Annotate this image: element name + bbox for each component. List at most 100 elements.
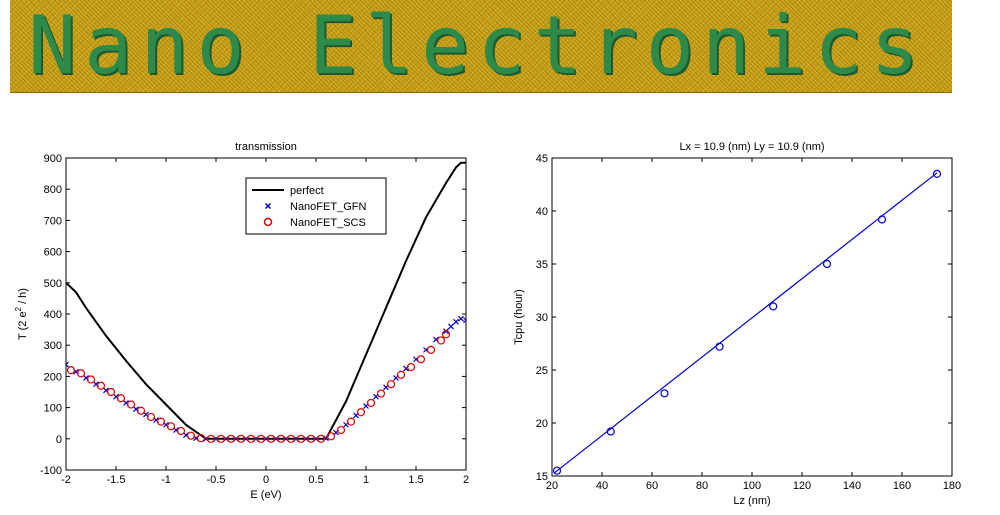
transmission-series-nanofet-scs-point xyxy=(96,381,106,390)
transmission-xlabel: E (eV) xyxy=(250,489,281,501)
transmission-ylabel: T (2 e2 / h) xyxy=(14,288,29,340)
transmission-series-nanofet-scs-point xyxy=(416,355,426,364)
transmission-ytick-label: 0 xyxy=(56,434,62,446)
transmission-series-nanofet-scs-point xyxy=(306,434,316,443)
transmission-series-nanofet-scs-point xyxy=(396,370,406,379)
tcpu-series-1-point xyxy=(606,427,615,436)
transmission-ytick-label: 700 xyxy=(44,215,62,227)
transmission-ytick-label: 300 xyxy=(44,340,62,352)
transmission-xtick-label: -1 xyxy=(161,474,171,486)
transmission-xtick-label: 0 xyxy=(263,474,269,486)
transmission-series-nanofet-scs-point xyxy=(366,398,376,408)
transmission-series-nanofet-scs-point xyxy=(66,366,76,375)
tcpu-series-1-point xyxy=(932,169,942,179)
transmission-legend-item-nanofet-gfn-label: NanoFET_GFN xyxy=(290,201,366,213)
transmission-series-nanofet-scs-point xyxy=(326,432,336,441)
tcpu-xtick-label: 80 xyxy=(696,480,708,492)
tcpu-ytick-label: 40 xyxy=(536,206,548,218)
transmission-series-nanofet-scs-point xyxy=(266,434,276,443)
transmission-series-nanofet-scs-point xyxy=(406,362,416,372)
tcpu-xtick-label: 60 xyxy=(646,480,658,492)
transmission-series-nanofet-scs-point xyxy=(276,434,286,443)
transmission-series-nanofet-scs-point xyxy=(206,434,216,443)
tcpu-ytick-label: 30 xyxy=(536,312,548,324)
tcpu-xtick-label: 100 xyxy=(743,480,761,492)
transmission-xtick-label: 2 xyxy=(463,474,469,486)
transmission-series-nanofet-scs-point xyxy=(441,330,451,339)
transmission-series-nanofet-scs-point xyxy=(176,426,186,436)
tcpu-series-1-point xyxy=(552,466,562,475)
transmission-series-nanofet-scs-point xyxy=(76,369,86,378)
transmission-series-nanofet-scs-point xyxy=(166,422,176,431)
tcpu-xtick-label: 40 xyxy=(596,480,608,492)
tcpu-series-1-point xyxy=(660,389,669,398)
transmission-series-nanofet-scs-point xyxy=(86,375,96,384)
tcpu-series-0-line xyxy=(554,172,938,474)
transmission-series-nanofet-scs-point xyxy=(336,425,346,435)
transmission-legend-item-perfect-label: perfect xyxy=(290,185,324,197)
tcpu-series-1-point xyxy=(715,342,724,351)
transmission-series-nanofet-scs-point xyxy=(376,389,386,398)
transmission-series-nanofet-scs-point xyxy=(136,406,146,415)
transmission-series-nanofet-scs-point xyxy=(296,434,306,443)
transmission-chart: -2 -1.5 -1 -0.5 0 0.5 1 1.5 2 -100 0 100 200 300 400 50… xyxy=(14,141,469,501)
transmission-series-nanofet-gfn-point xyxy=(463,317,466,324)
tcpu-xtick-label: 160 xyxy=(893,480,911,492)
transmission-series-nanofet-scs-point xyxy=(116,394,126,403)
banner: Nano Electronics xyxy=(10,0,952,93)
transmission-xtick-label: -2 xyxy=(61,474,71,486)
transmission-ylabel-prefix: T (2 e xyxy=(17,311,29,340)
tcpu-ylabel: Tcpu (hour) xyxy=(513,289,525,345)
tcpu-xlabel: Lz (nm) xyxy=(733,495,770,507)
tcpu-series-1-point xyxy=(877,215,887,224)
transmission-series-nanofet-gfn-point xyxy=(453,318,459,325)
tcpu-ytick-label: 20 xyxy=(536,418,548,430)
transmission-ytick-label: -100 xyxy=(40,465,62,477)
transmission-ytick-label: 100 xyxy=(44,403,62,415)
transmission-series-nanofet-scs-point xyxy=(356,408,366,417)
tcpu-plot-area xyxy=(552,169,942,475)
transmission-ytick-label: 600 xyxy=(44,247,62,259)
transmission-title: transmission xyxy=(235,141,297,153)
transmission-plot-area xyxy=(66,161,466,443)
transmission-xtick-label: -0.5 xyxy=(207,474,226,486)
transmission-series-nanofet-scs-point xyxy=(286,434,296,443)
tcpu-xtick-label: 180 xyxy=(943,480,961,492)
transmission-series-nanofet-gfn-point xyxy=(66,361,69,368)
tcpu-xtick-label: 120 xyxy=(793,480,811,492)
transmission-series-nanofet-scs-point xyxy=(436,336,446,345)
transmission-xtick-label: 0.5 xyxy=(308,474,323,486)
transmission-series-nanofet-scs-point xyxy=(186,431,196,440)
transmission-series-nanofet-gfn-point xyxy=(448,323,454,330)
banner-title: Nano Electronics xyxy=(28,0,927,92)
transmission-xtick-label: -1.5 xyxy=(107,474,126,486)
transmission-ytick-label: 200 xyxy=(44,371,62,383)
tcpu-title: Lx = 10.9 (nm) Ly = 10.9 (nm) xyxy=(679,141,824,153)
transmission-legend-item-nanofet-gfn-swatch xyxy=(264,202,272,210)
tcpu-series-1-point xyxy=(822,259,832,269)
transmission-series-nanofet-scs-point xyxy=(226,434,236,443)
transmission-legend: perfect NanoFET_GFN NanoFET_SCS xyxy=(245,177,387,235)
tcpu-ytick-label: 35 xyxy=(536,259,548,271)
transmission-ytick-label: 500 xyxy=(44,278,62,290)
transmission-series-nanofet-scs-point xyxy=(146,412,156,422)
transmission-xtick-label: 1.5 xyxy=(408,474,423,486)
tcpu-xtick-label: 140 xyxy=(843,480,861,492)
transmission-series-nanofet-scs-point xyxy=(216,434,226,443)
transmission-series-nanofet-scs-point xyxy=(426,345,436,354)
transmission-series-nanofet-scs-point xyxy=(386,380,396,389)
tcpu-ytick-label: 15 xyxy=(536,471,548,483)
transmission-series-nanofet-scs-point xyxy=(256,434,266,443)
transmission-series-nanofet-scs-point xyxy=(196,434,206,443)
tcpu-chart: 20 40 60 80 100 120 140 160 18015202530354045Lx … xyxy=(513,141,961,507)
tcpu-ytick-label: 45 xyxy=(536,153,548,165)
transmission-series-nanofet-gfn-point xyxy=(458,315,464,322)
transmission-legend-item-nanofet-scs-swatch xyxy=(263,217,273,227)
transmission-series-nanofet-scs-point xyxy=(106,387,116,397)
transmission-ytick-label: 900 xyxy=(44,153,62,165)
transmission-series-nanofet-scs-point xyxy=(346,417,356,426)
transmission-ylabel-sup: 2 xyxy=(14,306,23,311)
transmission-series-nanofet-scs-point xyxy=(236,434,246,443)
transmission-legend-item-nanofet-scs-label: NanoFET_SCS xyxy=(290,217,366,229)
transmission-series-nanofet-scs-point xyxy=(316,434,326,443)
